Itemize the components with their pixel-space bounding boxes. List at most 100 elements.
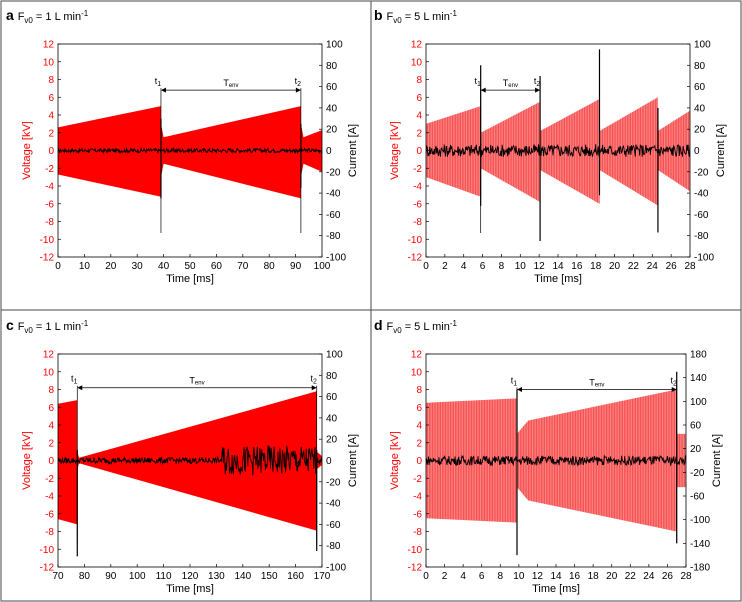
x-tick-label: 28 — [680, 571, 692, 582]
t1-label-sub: 1 — [157, 81, 161, 88]
tenv-arrowhead-left — [77, 385, 83, 391]
x-tick-label: 22 — [628, 261, 640, 272]
y-right-tick-label: -180 — [690, 563, 710, 574]
t1-label-main: t — [71, 374, 74, 384]
panel-title: c Fv0 = 1 L min-1 — [6, 317, 89, 335]
y-right-tick-label: -100 — [326, 563, 346, 574]
t2-label: t2 — [295, 76, 302, 88]
x-tick-label: 0 — [423, 571, 429, 582]
y-left-tick-label: -10 — [408, 235, 423, 246]
y-left-tick-label: 10 — [411, 57, 423, 68]
y-left-tick-label: 8 — [48, 75, 54, 86]
x-tick-label: 18 — [588, 571, 600, 582]
tenv-label-sub: env — [595, 383, 605, 389]
panel-d: 0 2 4 6 8 10 12 14 16 18 20 22 24 26 28-12-10-8-6-4-20… — [374, 317, 723, 595]
x-tick-label: 4 — [461, 261, 467, 272]
voltage-envelope — [58, 106, 322, 199]
y-left-tick-label: 8 — [48, 385, 54, 396]
tenv-label-main: T — [189, 376, 195, 386]
x-tick-label: 6 — [480, 261, 486, 272]
y-axis-label-left: Voltage [kV] — [389, 431, 401, 490]
y-left-tick-label: -10 — [408, 545, 423, 556]
y-right-tick-label: -80 — [326, 541, 341, 552]
y-left-tick-label: -8 — [413, 527, 422, 538]
t2-label-sub: 2 — [313, 379, 317, 386]
current-trace — [58, 146, 322, 155]
x-tick-label: 100 — [314, 261, 331, 272]
x-tick-label: 24 — [647, 261, 659, 272]
x-tick-label: 6 — [479, 571, 485, 582]
t1-label: t1 — [71, 374, 78, 386]
y-left-tick-label: -4 — [45, 492, 54, 503]
x-tick-label: 60 — [211, 261, 223, 272]
y-left-tick-label: -4 — [413, 492, 422, 503]
panel-title: b Fv0 = 5 L min-1 — [374, 7, 458, 25]
plot-area — [426, 49, 690, 242]
y-left-tick-label: 0 — [416, 456, 422, 467]
y-right-tick-label: -100 — [326, 253, 346, 264]
y-left-tick-label: 12 — [411, 350, 423, 361]
panel-title: a Fv0 = 1 L min-1 — [6, 7, 89, 25]
y-axis-label-left: Voltage [kV] — [21, 431, 33, 490]
y-right-tick-label: -60 — [690, 492, 705, 503]
x-tick-label: 12 — [532, 571, 544, 582]
tenv-arrowhead-left — [480, 87, 486, 93]
y-right-tick-label: 60 — [694, 82, 706, 93]
y-left-tick-label: 0 — [48, 456, 54, 467]
y-right-tick-label: -60 — [694, 210, 709, 221]
y-left-tick-label: -10 — [40, 235, 55, 246]
panel-b: 0 2 4 6 8 10 12 14 16 18 20 22 24 26 28-12-10-8-6-4-20… — [374, 7, 727, 285]
y-axis-label-right: Current [A] — [347, 434, 359, 487]
y-right-tick-label: 20 — [690, 444, 702, 455]
x-tick-label: 18 — [590, 261, 602, 272]
y-axis-label-right: Current [A] — [711, 434, 723, 487]
y-left-tick-label: -2 — [45, 164, 54, 175]
x-tick-label: 20 — [105, 261, 117, 272]
t2-label: t2 — [671, 376, 678, 388]
panel-a: 0 10 20 30 40 50 60 70 80 90 100-12-10-8-6-4-20246… — [6, 7, 359, 285]
x-tick-label: 140 — [234, 571, 251, 582]
x-tick-label: 90 — [105, 571, 117, 582]
y-right-tick-label: 0 — [326, 146, 332, 157]
t1-label-main: t — [155, 76, 158, 86]
plot-area — [58, 391, 322, 557]
t1-label-main: t — [474, 76, 477, 86]
x-tick-label: 160 — [287, 571, 304, 582]
y-right-tick-label: -60 — [326, 210, 341, 221]
y-right-tick-label: 20 — [694, 125, 706, 136]
x-tick-label: 12 — [534, 261, 546, 272]
current-trace — [58, 445, 322, 476]
t1-label: t1 — [474, 76, 481, 88]
current-trace — [426, 143, 690, 158]
x-tick-label: 22 — [625, 571, 637, 582]
y-right-tick-label: 100 — [326, 40, 343, 51]
y-right-tick-label: -80 — [326, 231, 341, 242]
title-suffix: = 1 L min — [33, 11, 81, 23]
y-right-tick-label: 40 — [694, 103, 706, 114]
tenv-label: Tenv — [589, 378, 604, 389]
x-axis-label: Time [ms] — [532, 583, 580, 595]
title-superscript: -1 — [450, 319, 458, 328]
tenv-label: Tenv — [503, 78, 518, 89]
y-left-tick-label: 10 — [411, 367, 423, 378]
t2-label-main: t — [311, 374, 314, 384]
y-right-tick-label: 80 — [326, 61, 338, 72]
y-left-tick-label: 6 — [416, 403, 422, 414]
y-left-tick-label: 2 — [416, 128, 422, 139]
title-prefix: F — [18, 321, 25, 333]
x-tick-label: 30 — [132, 261, 144, 272]
t2-label: t2 — [311, 374, 318, 386]
y-left-tick-label: -2 — [413, 474, 422, 485]
x-tick-label: 28 — [684, 261, 696, 272]
y-axis-label-left: Voltage [kV] — [21, 121, 33, 180]
y-left-tick-label: 10 — [43, 57, 55, 68]
panel-letter: c — [6, 317, 18, 333]
x-tick-label: 20 — [606, 571, 618, 582]
panel-letter: a — [6, 7, 18, 23]
y-left-tick-label: 4 — [48, 111, 54, 122]
title-subscript: v0 — [393, 326, 402, 335]
y-left-tick-label: 0 — [48, 146, 54, 157]
y-left-tick-label: 4 — [416, 111, 422, 122]
x-tick-label: 2 — [442, 571, 448, 582]
panel-title: d Fv0 = 5 L min-1 — [374, 317, 458, 335]
